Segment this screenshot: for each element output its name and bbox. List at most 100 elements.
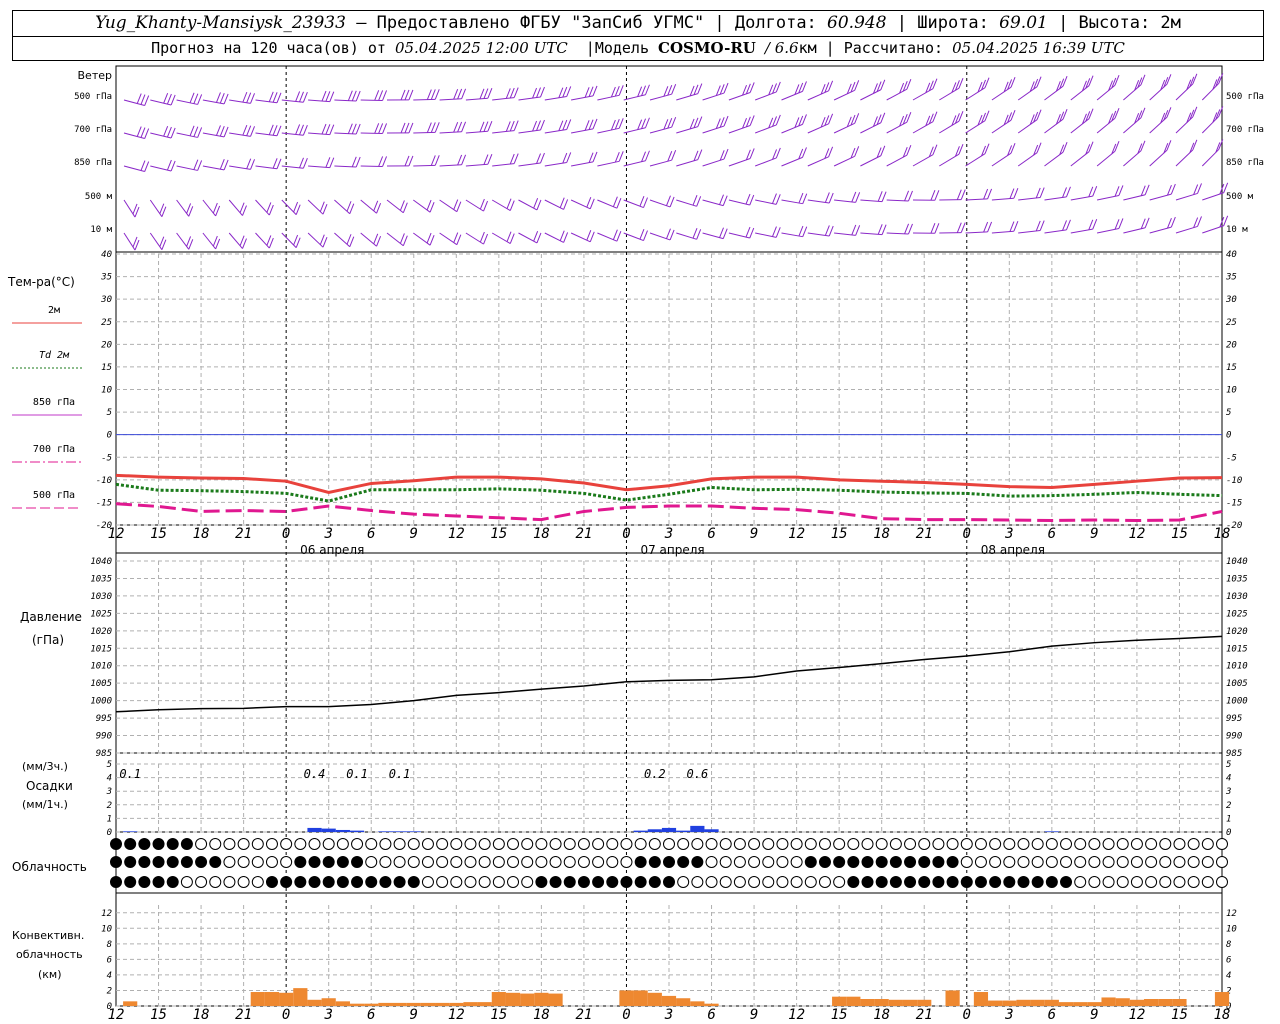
wind-level-left: 500 гПа xyxy=(74,92,112,102)
cloud-cover-icon xyxy=(294,838,307,850)
wind-barb-flag xyxy=(820,83,826,95)
wind-barb-flag xyxy=(850,147,856,159)
cloud-cover-icon xyxy=(1003,856,1016,868)
wind-barb-flag xyxy=(1114,141,1120,152)
wind-barb-flag xyxy=(1134,113,1140,124)
wind-barb-flag xyxy=(1003,114,1009,125)
wind-barb-flag xyxy=(1118,218,1124,229)
hour-tick-label: 18 xyxy=(1214,526,1231,542)
wind-barb-flag xyxy=(1218,73,1224,84)
cloud-cover-icon xyxy=(1088,838,1101,850)
wind-level-right: 10 м xyxy=(1226,225,1248,235)
wind-barb-flag xyxy=(566,86,572,97)
wind-barb-staff xyxy=(570,199,591,210)
wind-barb-flag xyxy=(1114,75,1120,86)
conv-bar xyxy=(406,1002,421,1006)
wind-barb-staff xyxy=(623,94,646,101)
cloud-cover-icon xyxy=(748,838,761,850)
wind-barb-flag xyxy=(614,85,620,97)
cloud-cover-icon xyxy=(833,876,846,888)
wind-barb-flag xyxy=(851,224,857,236)
precip-bar xyxy=(378,831,393,832)
wind-barb-staff xyxy=(676,159,699,167)
cloud-cover-icon xyxy=(407,856,420,868)
cloud-cover-icon xyxy=(507,838,520,850)
cloud-cover-icon xyxy=(620,838,633,850)
wind-barb-flag xyxy=(193,159,199,170)
hour-tick-label: 12 xyxy=(1128,526,1145,542)
wind-barb-flag xyxy=(1062,220,1067,231)
cloud-cover-icon xyxy=(421,838,434,850)
pressure-ytick-right: 985 xyxy=(1226,749,1242,759)
wind-barb-flag xyxy=(1170,183,1176,195)
wind-barb-flag xyxy=(457,121,463,133)
cloud-cover-icon xyxy=(932,876,945,888)
cloud-cover-icon xyxy=(209,856,222,868)
wind-barb-flag xyxy=(981,79,986,91)
conv-bar xyxy=(378,1002,393,1006)
cloud-cover-icon xyxy=(237,876,250,888)
cloud-cover-icon xyxy=(960,876,973,888)
hour-tick-label: 0 xyxy=(282,526,290,542)
wind-barb-flag xyxy=(453,199,459,210)
wind-barb-flag xyxy=(1160,79,1166,91)
cloud-cover-icon xyxy=(691,838,704,850)
wind-barb-flag xyxy=(956,222,962,233)
wind-barb-flag xyxy=(742,118,747,129)
wind-barb-flag xyxy=(1036,109,1042,120)
cloud-cover-icon xyxy=(861,838,874,850)
cloud-cover-icon xyxy=(577,838,590,850)
wind-barb-flag xyxy=(536,87,541,98)
cloud-cover-icon xyxy=(974,838,987,850)
wind-barb-flag xyxy=(749,194,755,206)
precip-ytick-left: 1 xyxy=(107,814,112,824)
wind-barb-flag xyxy=(723,115,729,127)
wind-barb-flag xyxy=(669,196,675,208)
wind-barb-flag xyxy=(163,126,169,137)
wind-barb-flag xyxy=(299,157,304,168)
cloud-cover-icon xyxy=(833,856,846,868)
header-row-1: Yug_Khanty-Mansiysk_23933 – Предоставлен… xyxy=(12,10,1264,37)
wind-barb-flag xyxy=(663,86,669,97)
wind-barb-flag xyxy=(589,231,595,242)
cloud-cover-icon xyxy=(507,856,520,868)
cloud-cover-icon xyxy=(1088,876,1101,888)
wind-barb-flag xyxy=(1114,108,1120,119)
hour-tick-label: 15 xyxy=(490,1007,507,1023)
wind-barb-flag xyxy=(346,201,352,212)
wind-barb-flag xyxy=(132,236,138,248)
wind-barb-flag xyxy=(1212,79,1218,90)
cloud-cover-icon xyxy=(393,876,406,888)
wind-barb-flag xyxy=(644,150,650,161)
wind-barb-flag xyxy=(1039,187,1045,198)
wind-barb-staff xyxy=(1018,230,1041,234)
wind-barb-flag xyxy=(667,151,673,162)
wind-barb-flag xyxy=(1039,220,1045,231)
cloud-cover-icon xyxy=(904,856,917,868)
wind-barb-staff xyxy=(991,230,1014,234)
conv-bar xyxy=(1172,999,1187,1006)
wind-barb-flag xyxy=(775,114,781,126)
wind-barb-flag xyxy=(132,203,138,215)
conv-bar xyxy=(293,988,308,1006)
wind-barb-flag xyxy=(637,119,643,130)
cloud-cover-icon xyxy=(648,838,661,850)
conv-bar xyxy=(832,996,847,1006)
cloud-cover-icon xyxy=(790,856,803,868)
cloud-cover-icon xyxy=(223,876,236,888)
wind-barb-flag xyxy=(346,234,352,245)
wind-barb-flag xyxy=(614,151,620,163)
wind-barb-flag xyxy=(429,235,435,246)
wind-barb-flag xyxy=(276,158,282,169)
pressure-line xyxy=(115,635,1223,713)
wind-barb-flag xyxy=(479,121,485,133)
wind-barb-flag xyxy=(881,224,887,235)
wind-barb-flag xyxy=(246,92,252,103)
hour-tick-label: 18 xyxy=(193,526,210,542)
wind-barb-staff xyxy=(965,231,988,234)
cloud-cover-icon xyxy=(833,838,846,850)
cloud-cover-icon xyxy=(351,838,364,850)
wind-barb-flag xyxy=(378,90,384,101)
wind-barb-flag xyxy=(1035,220,1041,232)
cloud-cover-icon xyxy=(818,856,831,868)
